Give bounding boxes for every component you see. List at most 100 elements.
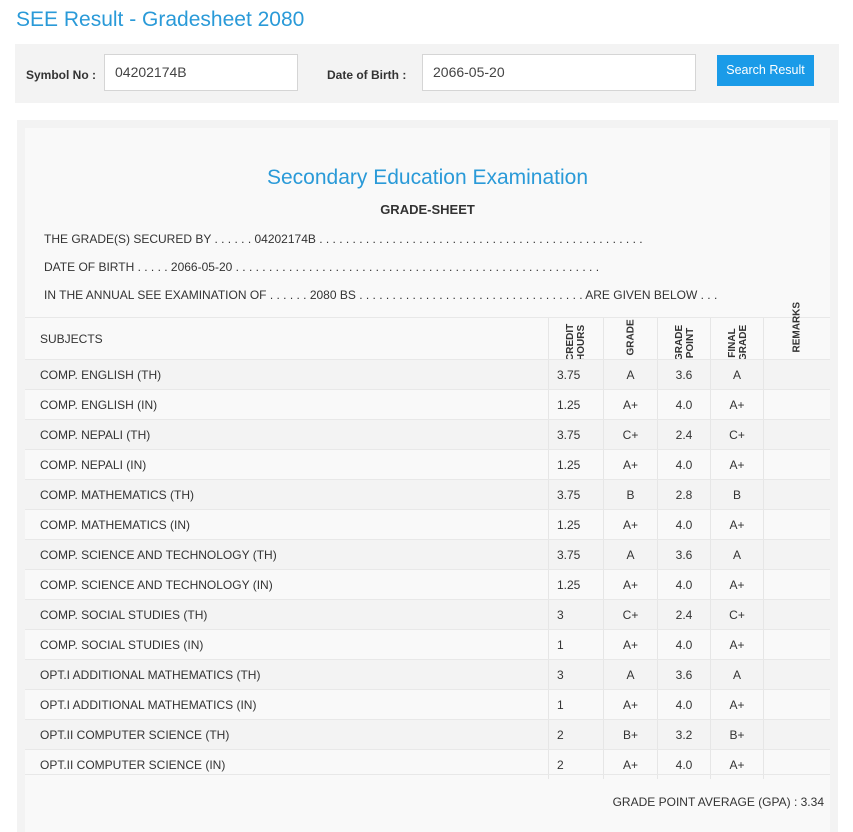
subject-cell: OPT.II COMPUTER SCIENCE (TH) [40,727,230,742]
grade-point-cell: 4.0 [657,570,710,599]
header-grade-text: GRADE [625,319,637,356]
gpa-summary: GRADE POINT AVERAGE (GPA) : 3.34 [612,795,824,809]
remarks-cell [763,630,830,659]
remarks-cell [763,660,830,689]
exam-title: Secondary Education Examination [266,166,589,189]
final-grade-cell: A+ [710,390,763,419]
grade-point-cell: 2.4 [657,600,710,629]
sheet-title: GRADE-SHEET [380,202,475,217]
table-row: OPT.I ADDITIONAL MATHEMATICS (TH) 3 A 3.6 A [25,659,830,689]
table-row: COMP. MATHEMATICS (IN) 1.25 A+ 4.0 A+ [25,509,830,539]
header-final-grade: FINAL GRADE [710,318,763,361]
final-grade-cell: A+ [710,690,763,719]
subject-cell: COMP. SOCIAL STUDIES (TH) [40,607,208,622]
gradesheet: Secondary Education Examination GRADE-SH… [25,128,830,832]
credit-hours-cell: 1 [548,630,603,659]
final-grade-cell: C+ [710,600,763,629]
subject-cell: OPT.I ADDITIONAL MATHEMATICS (IN) [40,697,257,712]
table-row: COMP. SCIENCE AND TECHNOLOGY (IN) 1.25 A+ 4… [25,569,830,599]
credit-hours-cell: 1.25 [548,390,603,419]
credit-hours-cell: 3 [548,660,603,689]
subject-cell: COMP. ENGLISH (TH) [40,367,162,382]
credit-hours-cell: 3 [548,600,603,629]
header-credit-hours-line1: CREDIT [565,323,576,361]
final-grade-cell: A [710,540,763,569]
symbol-label: Symbol No : [26,68,97,82]
header-subjects: SUBJECTS [40,331,103,346]
remarks-cell [763,360,830,389]
remarks-cell [763,540,830,569]
table-row: COMP. SOCIAL STUDIES (IN) 1 A+ 4.0 A+ [25,629,830,659]
subject-cell: COMP. SCIENCE AND TECHNOLOGY (TH) [40,547,277,562]
subject-cell: COMP. NEPALI (IN) [40,457,147,472]
subject-cell: COMP. ENGLISH (IN) [40,397,158,412]
grades-table: SUBJECTS CREDIT HOURS GRADE GRADE POINT [25,302,830,779]
subject-cell: COMP. NEPALI (TH) [40,427,151,442]
final-grade-cell: A+ [710,510,763,539]
subject-cell: COMP. SOCIAL STUDIES (IN) [40,637,204,652]
grade-point-cell: 2.8 [657,480,710,509]
table-row: COMP. NEPALI (TH) 3.75 C+ 2.4 C+ [25,419,830,449]
remarks-cell [763,690,830,719]
grade-cell: A+ [603,570,657,599]
table-row: OPT.II COMPUTER SCIENCE (IN) 2 A+ 4.0 A+ [25,749,830,779]
final-grade-cell: A [710,360,763,389]
remarks-cell [763,480,830,509]
dob-label: Date of Birth : [327,68,407,82]
search-form: Symbol No : 04202174B Date of Birth : 20… [15,44,839,103]
grade-cell: A+ [603,450,657,479]
grade-cell: A [603,360,657,389]
final-grade-cell: A+ [710,450,763,479]
grade-point-cell: 4.0 [657,630,710,659]
credit-hours-cell: 3.75 [548,540,603,569]
subject-cell: COMP. MATHEMATICS (IN) [40,517,190,532]
credit-hours-cell: 2 [548,720,603,749]
remarks-cell [763,420,830,449]
final-grade-cell: A [710,660,763,689]
header-credit-hours: CREDIT HOURS [548,318,603,361]
page-title: SEE Result - Gradesheet 2080 [16,8,305,31]
grade-point-cell: 3.6 [657,540,710,569]
remarks-cell [763,450,830,479]
credit-hours-cell: 1.25 [548,570,603,599]
grade-point-cell: 4.0 [657,450,710,479]
header-final-grade-line2: GRADE [738,324,749,361]
header-grade: GRADE [603,318,657,359]
final-grade-cell: B+ [710,720,763,749]
final-grade-cell: B [710,480,763,509]
exam-line: IN THE ANNUAL SEE EXAMINATION OF . . . .… [44,288,718,302]
header-grade-point: GRADE POINT [657,318,710,361]
grade-cell: B [603,480,657,509]
table-row: COMP. ENGLISH (IN) 1.25 A+ 4.0 A+ [25,389,830,419]
credit-hours-cell: 3.75 [548,480,603,509]
grade-cell: A+ [603,510,657,539]
table-row: OPT.II COMPUTER SCIENCE (TH) 2 B+ 3.2 B+ [25,719,830,749]
table-row: COMP. ENGLISH (TH) 3.75 A 3.6 A [25,359,830,389]
header-grade-point-line1: GRADE [674,324,685,361]
final-grade-cell: A+ [710,630,763,659]
remarks-cell [763,510,830,539]
credit-hours-cell: 1 [548,690,603,719]
header-final-grade-line1: FINAL [727,328,738,358]
symbol-input[interactable]: 04202174B [104,54,298,91]
grade-point-cell: 3.6 [657,660,710,689]
credit-hours-cell: 1.25 [548,510,603,539]
table-row: COMP. MATHEMATICS (TH) 3.75 B 2.8 B [25,479,830,509]
grade-cell: C+ [603,600,657,629]
grade-point-cell: 2.4 [657,420,710,449]
credit-hours-cell: 2 [548,750,603,779]
grade-point-cell: 3.2 [657,720,710,749]
secured-by-line: THE GRADE(S) SECURED BY . . . . . . 0420… [44,232,643,246]
header-credit-hours-line2: HOURS [576,324,587,361]
table-row: COMP. SCIENCE AND TECHNOLOGY (TH) 3.75 A 3.… [25,539,830,569]
search-result-button[interactable]: Search Result [717,55,814,86]
grade-point-cell: 4.0 [657,510,710,539]
grade-cell: A [603,540,657,569]
remarks-cell [763,720,830,749]
header-remarks: REMARKS [763,302,830,359]
subject-cell: OPT.I ADDITIONAL MATHEMATICS (TH) [40,667,261,682]
dob-line: DATE OF BIRTH . . . . . 2066-05-20 . . .… [44,260,600,274]
dob-input[interactable]: 2066-05-20 [422,54,696,91]
final-grade-cell: A+ [710,750,763,779]
remarks-cell [763,570,830,599]
